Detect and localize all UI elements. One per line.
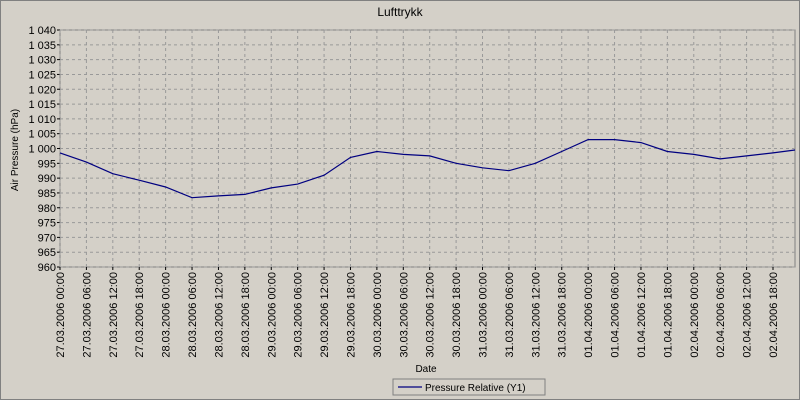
y-tick-label: 995: [38, 158, 56, 170]
x-tick-label: 27.03.2006 12:00: [108, 272, 120, 358]
x-tick-label: 29.03.2006 12:00: [319, 272, 331, 358]
x-tick-label: 31.03.2006 18:00: [557, 272, 569, 358]
x-tick-label: 31.03.2006 00:00: [478, 272, 490, 358]
y-tick-label: 1 005: [28, 129, 56, 141]
y-tick-label: 1 035: [28, 40, 56, 52]
x-tick-label: 01.04.2006 18:00: [662, 272, 674, 358]
y-tick-label: 1 025: [28, 69, 56, 81]
y-tick-label: 1 015: [28, 99, 56, 111]
y-tick-label: 1 040: [28, 25, 56, 37]
x-tick-label: 31.03.2006 12:00: [530, 272, 542, 358]
y-tick-label: 960: [38, 262, 56, 274]
legend-label: Pressure Relative (Y1): [425, 383, 526, 394]
x-tick-label: 27.03.2006 06:00: [81, 272, 93, 358]
x-axis-label: Date: [415, 364, 437, 375]
x-tick-label: 02.04.2006 06:00: [715, 272, 727, 358]
x-tick-label: 28.03.2006 18:00: [240, 272, 252, 358]
legend: [392, 378, 546, 396]
y-tick-label: 1 020: [28, 84, 56, 96]
x-tick-label: 01.04.2006 12:00: [636, 272, 648, 358]
x-tick-label: 01.04.2006 00:00: [583, 272, 595, 358]
y-tick-label: 985: [38, 188, 56, 200]
x-tick-label: 29.03.2006 18:00: [345, 272, 357, 358]
y-tick-label: 990: [38, 173, 56, 185]
y-tick-label: 980: [38, 203, 56, 215]
x-tick-label: 29.03.2006 06:00: [293, 272, 305, 358]
x-tick-label: 31.03.2006 06:00: [504, 272, 516, 358]
x-tick-label: 30.03.2006 12:00: [425, 272, 437, 358]
chart-title: Lufttrykk: [377, 5, 423, 19]
x-tick-label: 30.03.2006 00:00: [372, 272, 384, 358]
x-tick-label: 27.03.2006 18:00: [134, 272, 146, 358]
x-tick-label: 27.03.2006 00:00: [55, 272, 67, 358]
x-tick-label: 02.04.2006 00:00: [689, 272, 701, 358]
x-tick-label: 29.03.2006 00:00: [266, 272, 278, 358]
x-tick-label: 28.03.2006 00:00: [161, 272, 173, 358]
y-tick-label: 975: [38, 218, 56, 230]
y-tick-label: 965: [38, 247, 56, 259]
y-tick-label: 1 000: [28, 144, 56, 156]
line-series: [59, 139, 796, 199]
x-tick-label: 30.03.2006 06:00: [398, 272, 410, 358]
x-tick-label: 02.04.2006 12:00: [742, 272, 754, 358]
y-tick-label: 970: [38, 232, 56, 244]
y-tick-label: 1 030: [28, 55, 56, 67]
y-tick-label: 1 010: [28, 114, 56, 126]
x-tick-label: 02.04.2006 18:00: [768, 272, 780, 358]
x-tick-label: 30.03.2006 18:00: [451, 272, 463, 358]
x-tick-label: 28.03.2006 06:00: [187, 272, 199, 358]
x-tick-label: 01.04.2006 06:00: [610, 272, 622, 358]
x-tick-label: 28.03.2006 12:00: [213, 272, 225, 358]
y-axis-label: Air Pressure (hPa): [10, 109, 21, 191]
